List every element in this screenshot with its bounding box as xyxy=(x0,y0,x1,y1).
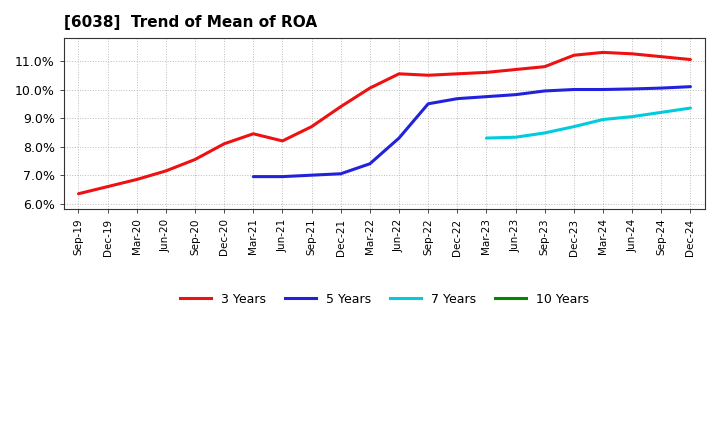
Text: [6038]  Trend of Mean of ROA: [6038] Trend of Mean of ROA xyxy=(64,15,317,30)
Legend: 3 Years, 5 Years, 7 Years, 10 Years: 3 Years, 5 Years, 7 Years, 10 Years xyxy=(175,288,594,311)
